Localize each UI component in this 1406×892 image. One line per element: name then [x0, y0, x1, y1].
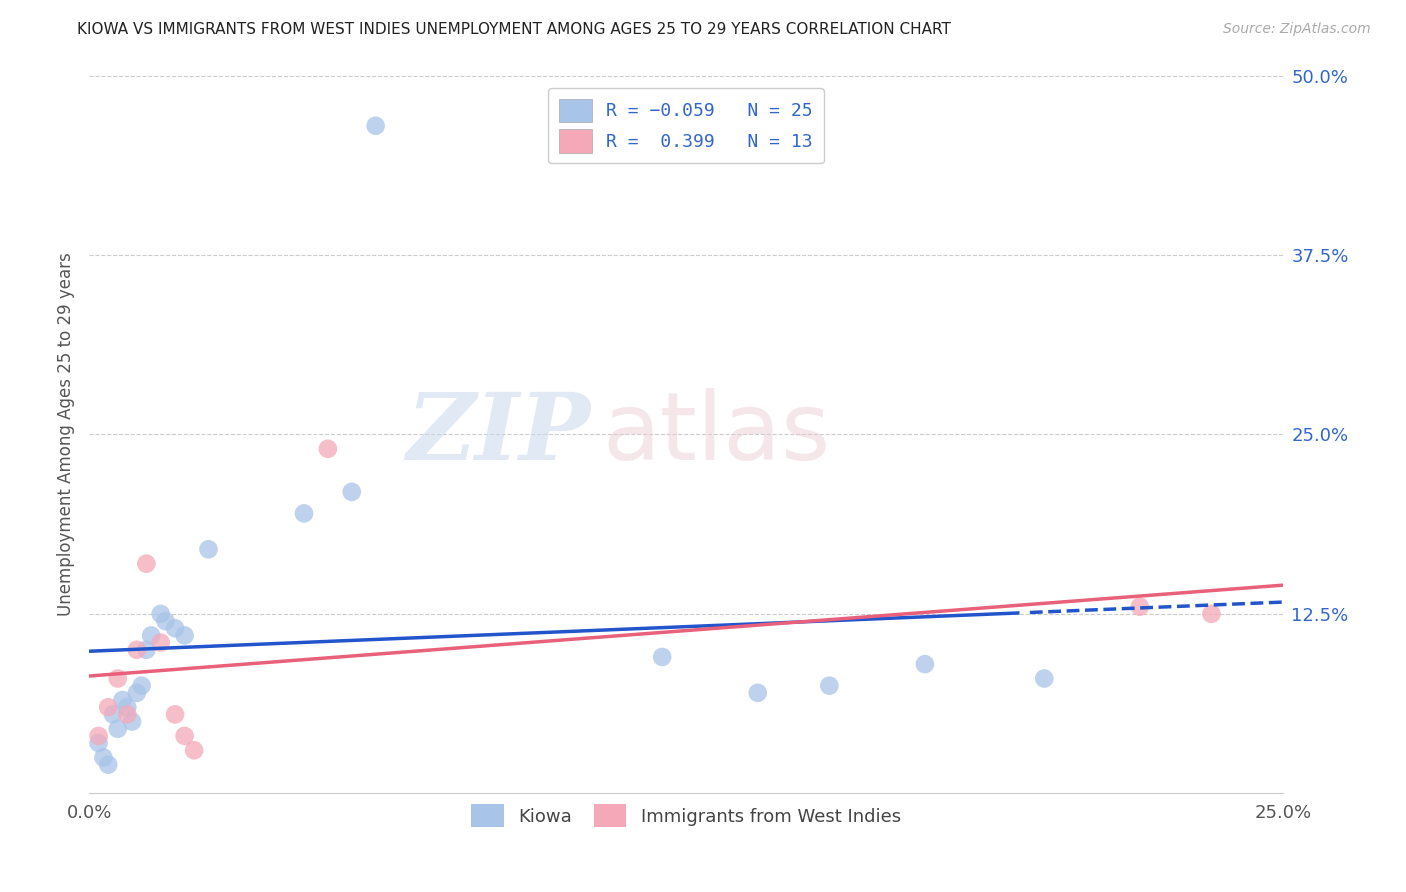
Text: ZIP: ZIP [406, 390, 591, 479]
Point [135, 557, 157, 571]
Point [121, 714, 143, 729]
Point [125, 642, 148, 657]
Point [163, 621, 186, 635]
Point [183, 743, 205, 757]
Point [135, 642, 157, 657]
Point [97, 700, 120, 714]
Point [131, 679, 153, 693]
Point [173, 628, 195, 642]
Point [155, 614, 177, 628]
Point [111, 693, 134, 707]
Point [87, 729, 110, 743]
Text: KIOWA VS IMMIGRANTS FROM WEST INDIES UNEMPLOYMENT AMONG AGES 25 TO 29 YEARS CORR: KIOWA VS IMMIGRANTS FROM WEST INDIES UNE… [77, 22, 952, 37]
Point [914, 657, 936, 672]
Point [1201, 607, 1223, 621]
Y-axis label: Unemployment Among Ages 25 to 29 years: Unemployment Among Ages 25 to 29 years [58, 252, 75, 616]
Legend: Kiowa, Immigrants from West Indies: Kiowa, Immigrants from West Indies [464, 797, 908, 835]
Text: Source: ZipAtlas.com: Source: ZipAtlas.com [1223, 22, 1371, 37]
Point [101, 707, 124, 722]
Point [292, 507, 315, 521]
Point [97, 757, 120, 772]
Point [316, 442, 339, 456]
Point [107, 672, 129, 686]
Point [340, 484, 363, 499]
Point [141, 628, 163, 642]
Point [364, 119, 387, 133]
Point [197, 542, 219, 557]
Point [173, 729, 195, 743]
Point [163, 707, 186, 722]
Text: atlas: atlas [603, 388, 831, 481]
Point [651, 650, 673, 665]
Point [107, 722, 129, 736]
Point [125, 686, 148, 700]
Point [87, 736, 110, 750]
Point [149, 635, 172, 649]
Point [117, 707, 139, 722]
Point [149, 607, 172, 621]
Point [1129, 599, 1152, 614]
Point [117, 700, 139, 714]
Point [818, 679, 841, 693]
Point [93, 750, 115, 764]
Point [1033, 672, 1056, 686]
Point [747, 686, 769, 700]
